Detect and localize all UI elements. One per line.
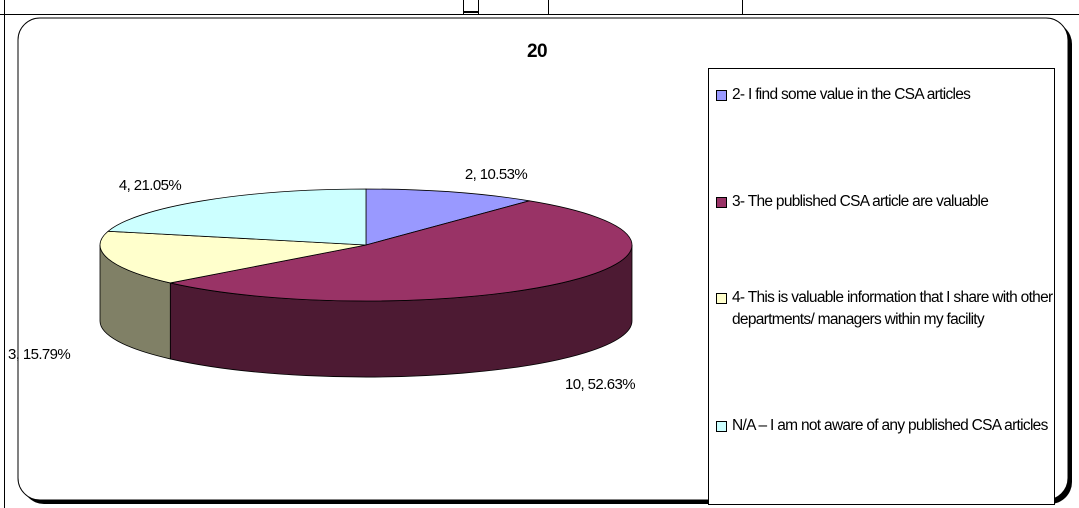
data-label: 4, 21.05% xyxy=(119,177,181,194)
legend-swatch xyxy=(716,293,727,304)
legend-box xyxy=(708,68,1055,505)
data-label: 3, 15.79% xyxy=(8,346,70,363)
data-label: 2, 10.53% xyxy=(465,166,527,183)
legend-label: 3- The published CSA article are valuabl… xyxy=(732,193,989,210)
legend-swatch xyxy=(716,421,727,432)
legend-item: 2- I find some value in the CSA articles xyxy=(716,84,1062,106)
legend-item: N/A – I am not aware of any published CS… xyxy=(716,415,1062,437)
legend-swatch xyxy=(716,90,727,101)
legend-item: 3- The published CSA article are valuabl… xyxy=(716,191,1062,213)
legend-label: 2- I find some value in the CSA articles xyxy=(732,86,971,103)
legend-swatch xyxy=(716,197,727,208)
pie-sides xyxy=(99,244,633,378)
pie-slice xyxy=(99,230,367,284)
legend-item: 4- This is valuable information that I s… xyxy=(716,287,1062,331)
legend-label: 4- This is valuable information that I s… xyxy=(732,289,1053,328)
chart-title: 20 xyxy=(527,41,547,62)
pie-slice xyxy=(365,188,530,246)
data-label: 10, 52.63% xyxy=(565,376,635,393)
legend-label: N/A – I am not aware of any published CS… xyxy=(732,417,1048,434)
pie-slice xyxy=(107,188,367,246)
pie-slice xyxy=(170,200,633,302)
